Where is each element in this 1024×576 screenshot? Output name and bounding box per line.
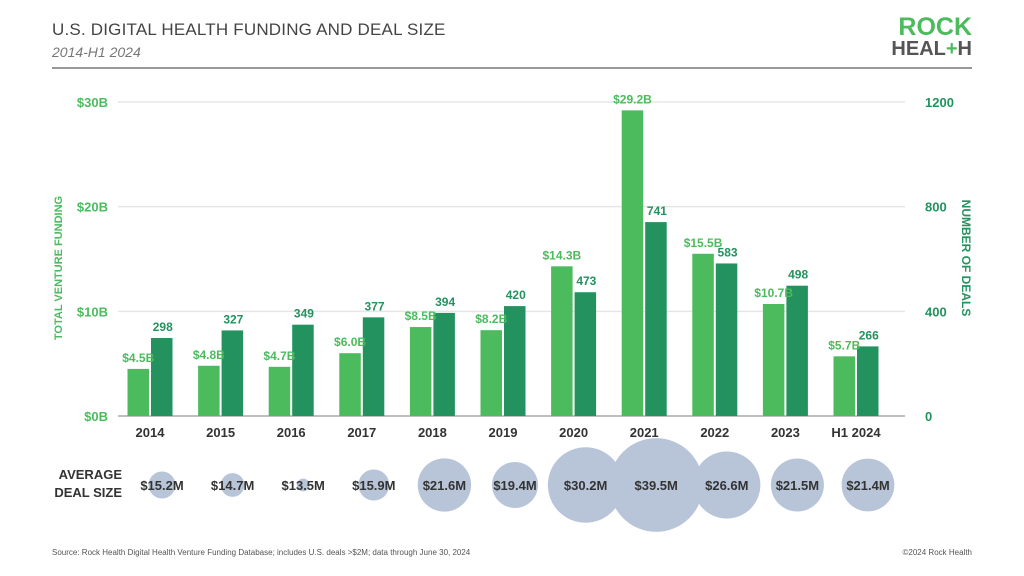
deals-bar [715,263,738,416]
deals-bar [645,222,667,416]
deals-data-label: 349 [294,307,314,321]
deal-size-label: $26.6M [705,478,748,493]
left-tick-label: $30B [77,95,108,110]
deals-data-label: 498 [788,268,808,282]
deal-size-label: $13.5M [282,478,325,493]
deals-bar [292,324,314,416]
deal-size-bubble [609,438,704,532]
x-tick-label: 2017 [347,425,376,440]
chart-title: U.S. DIGITAL HEALTH FUNDING AND DEAL SIZ… [52,20,446,39]
funding-data-label: $8.5B [405,309,437,323]
right-tick-label: 0 [925,409,932,424]
x-tick-label: 2018 [418,425,447,440]
deals-data-label: 377 [365,299,385,313]
deals-bar [362,317,385,416]
left-tick-label: $10B [77,304,108,319]
funding-data-label: $6.0B [334,335,366,349]
deal-size-label: $19.4M [493,478,536,493]
deals-bar [433,312,455,416]
x-tick-label: 2015 [206,425,235,440]
funding-data-label: $14.3B [542,248,581,262]
left-tick-label: $0B [84,409,108,424]
funding-bar [692,253,714,416]
left-tick-label: $20B [77,200,108,215]
x-tick-label: 2021 [630,425,659,440]
funding-bar [551,266,573,416]
deal-size-bubble [491,461,539,509]
deal-size-bubble [770,458,824,512]
deals-bar [151,338,173,416]
deals-data-label: 741 [647,204,667,218]
funding-data-label: $15.5B [684,236,723,250]
deal-size-label: $14.7M [211,478,254,493]
x-tick-label: H1 2024 [831,425,881,440]
deal-size-bubble [841,458,895,512]
chart-subtitle: 2014-H1 2024 [52,44,141,60]
deals-bar [786,285,808,416]
copyright: ©2024 Rock Health [902,548,973,557]
funding-bar [339,353,361,416]
funding-data-label: $8.2B [475,312,507,326]
deal-size-bubble [220,473,245,497]
deal-size-label: $15.9M [352,478,395,493]
bubble-label-line1: AVERAGE [59,467,123,482]
deals-data-label: 394 [435,295,455,309]
funding-data-label: $4.7B [263,349,295,363]
deal-size-label: $30.2M [564,478,607,493]
funding-data-label: $4.5B [122,351,154,365]
funding-bar [127,368,149,416]
deal-size-label: $21.5M [776,478,819,493]
deal-size-label: $21.4M [846,478,889,493]
deal-size-bubble [417,458,472,512]
right-tick-label: 400 [925,304,947,319]
right-tick-label: 1200 [925,95,954,110]
deals-bar [574,292,597,416]
deals-data-label: 327 [223,312,243,326]
deal-size-bubble [148,471,176,499]
deals-bar [857,346,879,416]
deals-bar [221,330,244,416]
funding-bar [621,110,644,416]
x-tick-label: 2023 [771,425,800,440]
deals-data-label: 473 [576,274,596,288]
header-divider [52,67,972,69]
x-tick-label: 2020 [559,425,588,440]
x-tick-label: 2019 [489,425,518,440]
funding-data-label: $29.2B [613,92,652,106]
deal-size-bubble [547,447,624,523]
funding-data-label: $4.8B [193,348,225,362]
x-tick-label: 2016 [277,425,306,440]
deals-data-label: 266 [859,328,879,342]
funding-bar [198,365,220,416]
deal-size-label: $21.6M [423,478,466,493]
funding-data-label: $5.7B [828,338,860,352]
funding-bar [762,304,785,416]
right-tick-label: 800 [925,200,947,215]
deal-size-bubble [358,469,390,501]
deal-size-label: $15.2M [140,478,183,493]
funding-bar [268,366,291,416]
deals-data-label: 583 [718,245,738,259]
rock-health-logo: ROCK HEAL+H [891,13,972,61]
funding-bar [480,330,502,416]
source-note: Source: Rock Health Digital Health Ventu… [52,548,471,557]
funding-bar [409,327,432,416]
funding-data-label: $10.7B [754,286,793,300]
deal-size-bubble [693,451,761,519]
deals-bar [504,306,526,416]
x-tick-label: 2014 [136,425,166,440]
deal-size-bubble [296,478,310,492]
deal-size-label: $39.5M [635,478,678,493]
funding-bar [833,356,855,416]
deals-data-label: 298 [153,320,173,334]
deals-data-label: 420 [506,288,526,302]
x-tick-label: 2022 [700,425,729,440]
left-axis-title: TOTAL VENTURE FUNDING [53,196,65,340]
bubble-label-line2: DEAL SIZE [54,485,122,500]
right-axis-title: NUMBER OF DEALS [959,200,973,317]
